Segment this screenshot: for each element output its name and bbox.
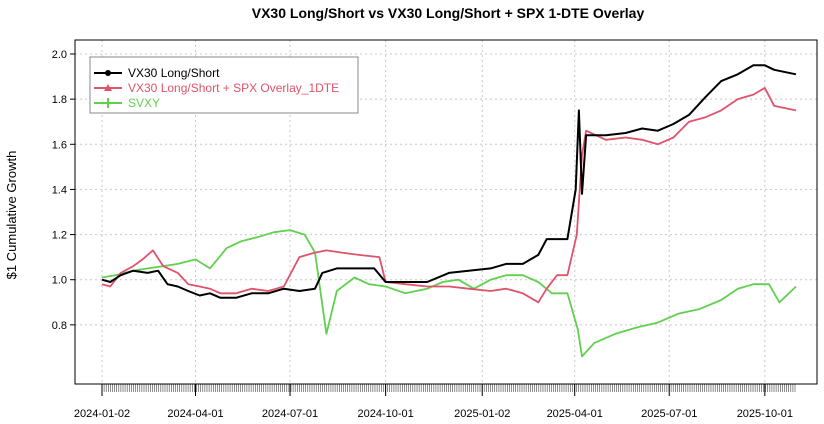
legend-label: SVXY bbox=[128, 96, 160, 110]
plot-border bbox=[74, 39, 818, 385]
x-tick-label: 2024-01-02 bbox=[74, 408, 130, 420]
x-tick-label: 2025-04-01 bbox=[547, 408, 603, 420]
series-line bbox=[101, 64, 797, 299]
x-tick-label: 2025-07-01 bbox=[641, 408, 697, 420]
grid bbox=[75, 40, 817, 384]
x-axis: 2024-01-02 2024-04-01 2024-07-01 2024-10-01… bbox=[74, 384, 796, 420]
legend-label: VX30 Long/Short + SPX Overlay_1DTE bbox=[128, 81, 339, 95]
y-tick-label: 1.8 bbox=[52, 94, 67, 106]
y-tick-label: 1.6 bbox=[52, 139, 67, 151]
y-axis: 0.8 1.0 1.2 1.4 1.6 1.8 2.0 bbox=[52, 49, 75, 332]
legend-box bbox=[89, 56, 359, 114]
y-tick-label: 1.2 bbox=[52, 230, 67, 242]
y-tick-label: 0.8 bbox=[52, 320, 67, 332]
x-tick-label: 2025-01-02 bbox=[454, 408, 510, 420]
series-line bbox=[101, 229, 797, 358]
y-axis-label: $1 Cumulative Growth bbox=[4, 151, 19, 280]
series-line bbox=[101, 87, 797, 304]
chart-title: VX30 Long/Short vs VX30 Long/Short + SPX… bbox=[252, 5, 645, 21]
x-tick-label: 2025-10-01 bbox=[737, 408, 793, 420]
legend-marker bbox=[104, 84, 112, 91]
y-tick-label: 2.0 bbox=[52, 49, 67, 61]
x-tick-label: 2024-07-01 bbox=[262, 408, 318, 420]
y-tick-label: 1.0 bbox=[52, 275, 67, 287]
x-tick-label: 2024-10-01 bbox=[357, 408, 413, 420]
y-tick-label: 1.4 bbox=[52, 184, 67, 196]
x-minor-ticks bbox=[101, 384, 796, 392]
series-lines bbox=[101, 64, 797, 358]
legend-marker bbox=[105, 70, 111, 76]
x-tick-label: 2024-04-01 bbox=[167, 408, 223, 420]
legend-label: VX30 Long/Short bbox=[128, 66, 220, 80]
